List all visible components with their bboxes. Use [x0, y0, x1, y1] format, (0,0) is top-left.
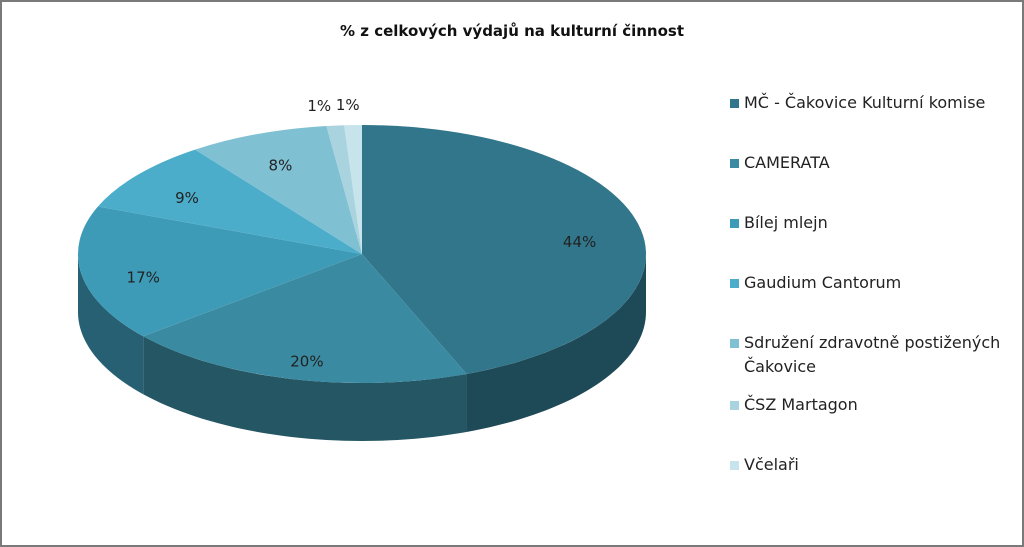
legend-label: CAMERATA [744, 153, 830, 172]
legend-entry: MČ - Čakovice Kulturní komise [730, 91, 1020, 115]
slice [78, 206, 363, 337]
legend-swatch [730, 461, 739, 470]
legend-entry: Včelaři [730, 453, 1020, 477]
legend-entry: Sdružení zdravotně postižených Čakovice [730, 331, 1020, 379]
legend-label: Bílej mlejn [744, 213, 828, 232]
legend-entry: CAMERATA [730, 151, 1020, 175]
slice [362, 125, 646, 374]
slice [143, 254, 467, 383]
legend-entry: ČSZ Martagon [730, 393, 1020, 417]
slice [195, 126, 362, 254]
data-label: 17% [127, 269, 160, 287]
legend-swatch [730, 339, 739, 348]
legend-swatch [730, 401, 739, 410]
data-label: 9% [175, 189, 199, 207]
chart-title: % z celkových výdajů na kulturní činnost [340, 22, 684, 40]
legend-label: Sdružení zdravotně postižených Čakovice [744, 333, 1001, 376]
legend-label: MČ - Čakovice Kulturní komise [744, 93, 986, 112]
slice [326, 125, 362, 255]
slice-side [78, 254, 144, 395]
legend-label: ČSZ Martagon [744, 395, 858, 414]
slice-side [143, 336, 467, 441]
slice [344, 125, 362, 254]
legend-swatch [730, 159, 739, 168]
legend-entry: Bílej mlejn [730, 211, 1020, 235]
slice [97, 149, 362, 254]
data-label: 1% [336, 96, 360, 114]
legend-label: Včelaři [744, 455, 799, 474]
data-label: 20% [290, 352, 323, 370]
legend-swatch [730, 279, 739, 288]
legend-swatch [730, 99, 739, 108]
data-label: 1% [307, 97, 331, 115]
legend-label: Gaudium Cantorum [744, 273, 902, 292]
slice-side [466, 254, 646, 432]
pie-chart: 44% 20% 17% 9% 8% 1% 1% [78, 96, 646, 441]
legend-entry: Gaudium Cantorum [730, 271, 1020, 295]
data-label: 8% [269, 157, 293, 175]
data-label: 44% [563, 233, 596, 251]
legend-swatch [730, 219, 739, 228]
